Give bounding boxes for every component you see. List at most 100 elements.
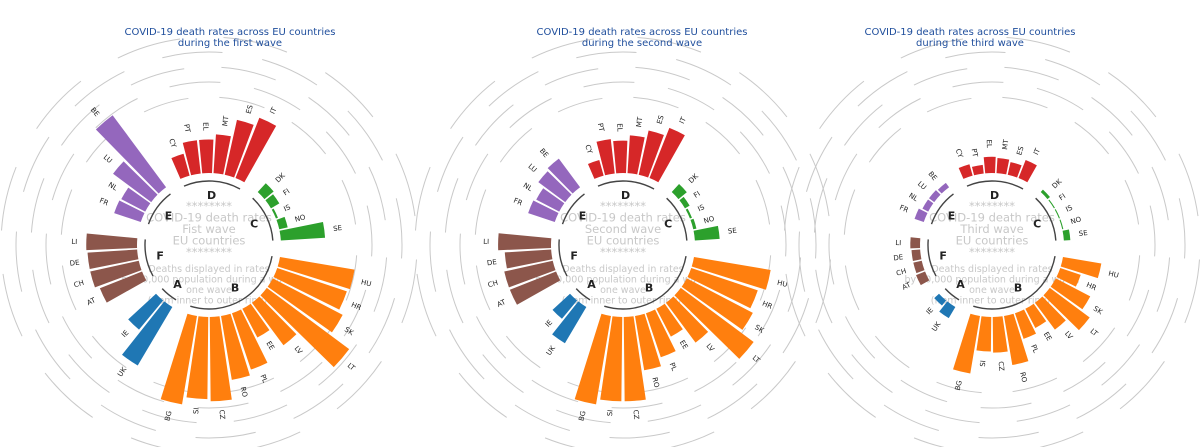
bar-dk (671, 184, 687, 200)
ring-segment (1039, 431, 1084, 447)
country-label-is: IS (697, 203, 707, 213)
group-label: F (156, 249, 164, 262)
country-label-mt: MT (1001, 138, 1010, 150)
ring-segment (51, 153, 75, 201)
bar-de (87, 249, 139, 270)
ring-segment (100, 404, 156, 432)
ring-segment (117, 38, 181, 59)
ring-segment (635, 66, 690, 81)
bar-se (693, 225, 720, 241)
group-c: DK FI IS NO SE C (664, 172, 737, 241)
ring-segment (229, 377, 275, 393)
bar-nl (922, 199, 934, 212)
country-label-lu: LU (916, 180, 928, 192)
ring-segment (458, 372, 507, 418)
group-bracket (927, 239, 937, 277)
ring-segment (609, 431, 670, 439)
country-label-it: IT (1032, 146, 1042, 156)
ring-segment (900, 38, 964, 59)
ring-segment (557, 97, 603, 113)
country-label-es: ES (1015, 145, 1025, 156)
bar-be (95, 115, 167, 194)
center-label-line: COVID-19 death rates (929, 211, 1055, 225)
ring-segment (366, 205, 373, 257)
center-label-line: Third wave (959, 222, 1023, 236)
country-label-nl: NL (107, 181, 119, 193)
group-label: D (990, 189, 999, 202)
ring-segment (913, 437, 945, 447)
country-label-cy: CY (167, 138, 178, 150)
country-label-el: EL (985, 139, 993, 148)
bar-pt (596, 139, 615, 176)
ring-segment (509, 98, 552, 129)
ring-segment (732, 344, 771, 386)
ring-segment (1, 166, 17, 231)
bar-pl (1014, 309, 1037, 339)
chart-title-line: during the third wave (916, 38, 1024, 49)
ring-segment (1076, 383, 1127, 419)
ring-segment (785, 273, 806, 337)
ring-segment (750, 361, 796, 410)
ring-segment (130, 437, 162, 447)
ring-segment (782, 298, 810, 354)
ring-segment (1178, 198, 1186, 259)
ring-segment (2, 273, 23, 337)
group-label: B (645, 282, 653, 295)
bar-at (509, 271, 561, 305)
ring-segment (1045, 58, 1101, 86)
ring-segment (446, 269, 464, 324)
country-label-ro: RO (239, 386, 249, 398)
bar-de (911, 249, 922, 261)
country-label-hr: HR (350, 301, 363, 312)
country-label-ee: EE (1042, 331, 1053, 343)
ring-segment (843, 189, 856, 235)
bar-cy (171, 153, 190, 179)
group-label: E (948, 210, 956, 223)
bar-cz (992, 316, 1008, 353)
center-note-line: (from inner to outer ring). (931, 296, 1054, 307)
country-label-fi: FI (692, 190, 702, 200)
bar-pl (231, 309, 268, 370)
country-label-uk: UK (545, 344, 557, 357)
country-label-cz: CZ (217, 409, 226, 419)
ring-segment (1151, 166, 1169, 221)
ring-segment (952, 81, 1004, 88)
country-label-at: AT (86, 296, 98, 307)
ring-segment (819, 80, 865, 129)
bar-mt (213, 134, 231, 175)
bar-se (1062, 229, 1071, 241)
ring-segment (325, 72, 374, 118)
ring-segment (1178, 153, 1199, 217)
country-label-is: IS (283, 203, 293, 213)
ring-segment (429, 231, 437, 292)
ring-segment (482, 354, 524, 393)
ring-segment (857, 71, 908, 107)
ring-segment (722, 97, 764, 136)
country-label-uk: UK (930, 320, 942, 333)
radial-chart-2: COVID-19 death rates across EU countries… (415, 27, 831, 447)
ring-segment (262, 58, 318, 86)
ring-segment (195, 431, 256, 439)
bar-es (638, 130, 664, 178)
ring-segment (583, 81, 635, 88)
bar-uk (122, 301, 173, 366)
ring-segment (926, 97, 972, 113)
bar-sk (267, 278, 343, 333)
ring-segment (1108, 72, 1157, 118)
country-label-li: LI (895, 239, 901, 247)
center-label-line: ******** (969, 245, 1015, 259)
bar-si (600, 316, 623, 402)
group-b: HU HR SK LT LV EE PL RO CZ SI BG B (160, 255, 372, 422)
country-label-li: LI (71, 238, 77, 246)
bar-el (613, 140, 628, 174)
country-label-lv: LV (704, 342, 715, 353)
group-bracket (666, 197, 688, 241)
country-label-se: SE (1078, 229, 1088, 238)
group-bracket (558, 239, 568, 277)
bar-at (99, 271, 147, 303)
ring-segment (936, 381, 982, 394)
group-d: CY PT EL MT ES IT D (167, 103, 279, 202)
ring-segment (874, 335, 910, 369)
country-label-si: SI (192, 407, 200, 414)
bar-ie (934, 293, 947, 306)
